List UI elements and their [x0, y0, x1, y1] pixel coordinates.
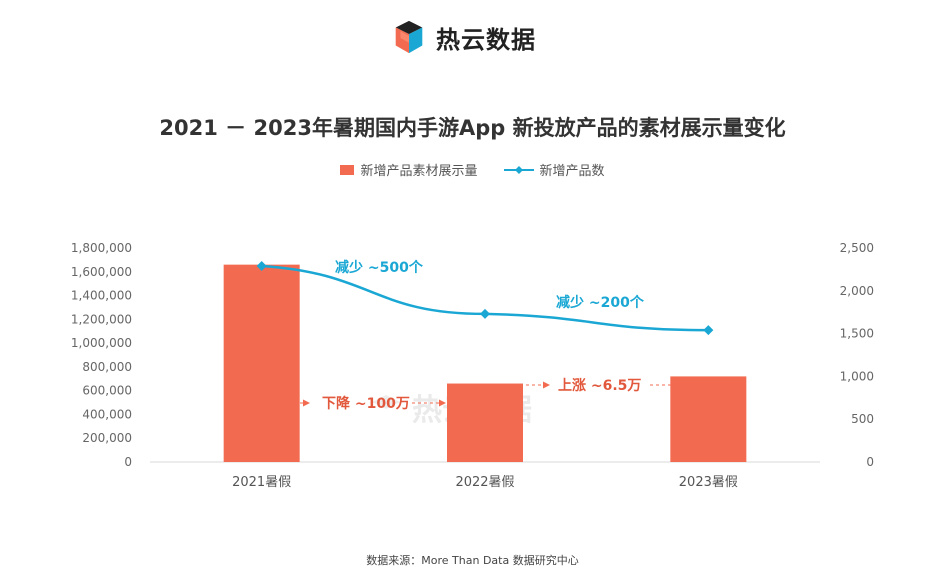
y-left-tick-label: 400,000 — [82, 407, 132, 421]
y-left-tick-label: 1,600,000 — [71, 265, 132, 279]
legend-item-line: 新增产品数 — [503, 160, 605, 179]
bar-drop-arrow-start-arrowhead — [303, 399, 310, 407]
y-left-tick-label: 1,000,000 — [71, 336, 132, 350]
y-right-tick-label: 2,000 — [840, 284, 874, 298]
y-right-tick-label: 0 — [866, 455, 874, 469]
brand-logo: 热云数据 — [390, 18, 536, 56]
y-right-tick-label: 1,000 — [840, 369, 874, 383]
watermark-logo-icon — [372, 395, 400, 409]
legend-line-swatch — [503, 165, 534, 174]
chart-title: 2021 － 2023年暑期国内手游App 新投放产品的素材展示量变化 — [159, 116, 786, 140]
line-point-2 — [480, 308, 490, 319]
y-left-tick-label: 1,400,000 — [71, 289, 132, 303]
y-right-tick-label: 1,500 — [840, 327, 874, 341]
annotation-bar-rise: 上涨 ~6.5万 — [558, 378, 641, 394]
y-right-tick-label: 2,500 — [840, 241, 874, 255]
bar-1 — [223, 264, 300, 462]
line-point-3 — [703, 325, 714, 336]
y-left-tick-label: 1,800,000 — [71, 241, 132, 255]
x-tick-label: 2022暑假 — [455, 475, 514, 490]
bar-drop-arrow-arrowhead — [439, 399, 446, 407]
legend-bar-label: 新增产品素材展示量 — [360, 164, 478, 179]
brand-name: 热云数据 — [436, 25, 536, 54]
annotation-line-drop-1: 减少 ~500个 — [335, 259, 424, 276]
y-left-tick-label: 600,000 — [82, 384, 132, 398]
chart-legend: 新增产品素材展示量 新增产品数 — [0, 160, 945, 179]
bar-2 — [447, 383, 523, 462]
y-left-tick-label: 0 — [124, 455, 132, 469]
line-point-1 — [256, 260, 267, 271]
cube-logo-icon — [395, 20, 423, 54]
y-left-tick-label: 200,000 — [82, 431, 132, 445]
bar-rise-arrow-arrowhead — [671, 381, 678, 389]
legend-line-label: 新增产品数 — [539, 164, 605, 179]
legend-item-bar: 新增产品素材展示量 — [340, 160, 478, 179]
bar-3 — [670, 376, 747, 462]
x-tick-label: 2023暑假 — [679, 475, 738, 490]
bar-rise-arrow-start-arrowhead — [543, 381, 550, 389]
legend-bar-swatch — [340, 164, 355, 175]
x-tick-label: 2021暑假 — [232, 475, 291, 490]
y-right-tick-label: 500 — [851, 412, 874, 426]
data-source: 数据来源：More Than Data 数据研究中心 — [366, 554, 579, 567]
y-left-tick-label: 1,200,000 — [71, 312, 132, 326]
y-left-tick-label: 800,000 — [82, 360, 132, 374]
annotation-bar-drop: 下降 ~100万 — [322, 395, 410, 412]
annotation-line-drop-2: 减少 ~200个 — [556, 294, 645, 311]
